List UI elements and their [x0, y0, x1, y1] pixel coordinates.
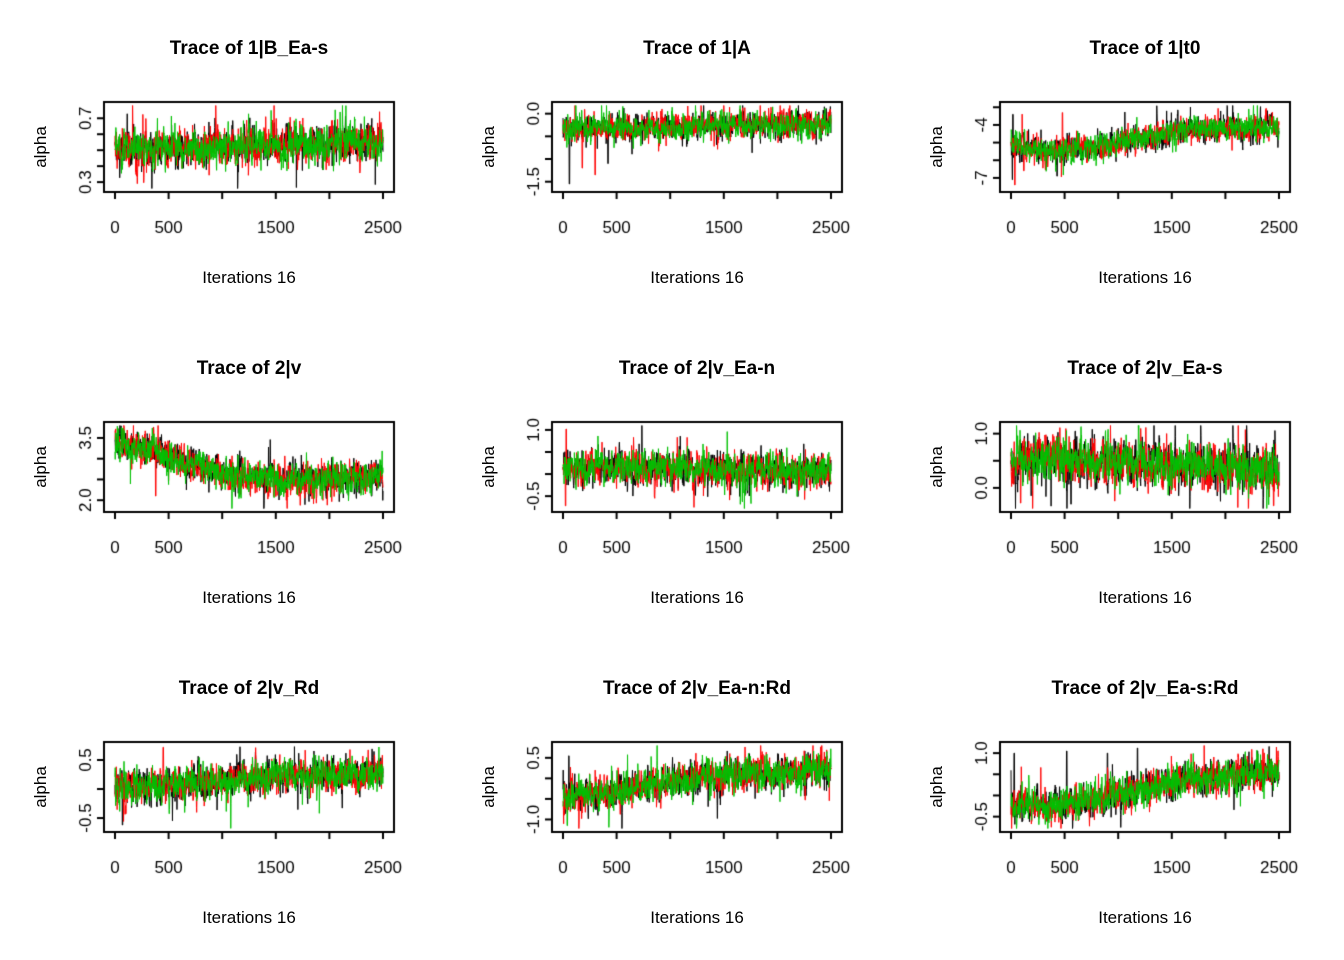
y-axis-label: alpha — [31, 766, 50, 808]
trace-plot-cell-6: Trace of 2|v_Rd alpha Iterations 16 — [0, 640, 448, 960]
y-axis-label: alpha — [927, 766, 946, 808]
trace-canvas — [0, 640, 448, 960]
plot-title: Trace of 1|t0 — [1089, 38, 1201, 59]
y-axis-label: alpha — [31, 126, 50, 168]
plot-title: Trace of 2|v_Rd — [178, 678, 320, 699]
trace-plot-cell-7: Trace of 2|v_Ea-n:Rd alpha Iterations 16 — [448, 640, 896, 960]
plot-title: Trace of 2|v_Ea-n — [618, 358, 776, 379]
y-axis-label: alpha — [927, 446, 946, 488]
trace-plot-cell-1: Trace of 1|A alpha Iterations 16 — [448, 0, 896, 320]
y-axis-label-wrap: alpha — [922, 422, 952, 512]
x-axis-label: Iterations 16 — [650, 268, 744, 287]
trace-canvas — [0, 320, 448, 640]
trace-plot-cell-0: Trace of 1|B_Ea-s alpha Iterations 16 — [0, 0, 448, 320]
trace-canvas — [448, 0, 896, 320]
y-axis-label-wrap: alpha — [474, 422, 504, 512]
x-axis-label: Iterations 16 — [202, 908, 296, 927]
y-axis-label-wrap: alpha — [922, 742, 952, 832]
trace-canvas — [448, 320, 896, 640]
x-axis-label: Iterations 16 — [650, 588, 744, 607]
x-axis-label: Iterations 16 — [650, 908, 744, 927]
y-axis-label-wrap: alpha — [26, 422, 56, 512]
plot-title: Trace of 2|v_Ea-s — [1067, 358, 1223, 379]
y-axis-label: alpha — [927, 126, 946, 168]
trace-plot-cell-8: Trace of 2|v_Ea-s:Rd alpha Iterations 16 — [896, 640, 1344, 960]
y-axis-label-wrap: alpha — [26, 742, 56, 832]
y-axis-label: alpha — [31, 446, 50, 488]
y-axis-label: alpha — [479, 446, 498, 488]
plot-title: Trace of 2|v_Ea-s:Rd — [1051, 678, 1239, 699]
x-axis-label: Iterations 16 — [202, 588, 296, 607]
y-axis-label: alpha — [479, 126, 498, 168]
trace-plot-cell-3: Trace of 2|v alpha Iterations 16 — [0, 320, 448, 640]
trace-canvas — [448, 640, 896, 960]
y-axis-label-wrap: alpha — [474, 742, 504, 832]
trace-plot-cell-2: Trace of 1|t0 alpha Iterations 16 — [896, 0, 1344, 320]
x-axis-label: Iterations 16 — [1098, 908, 1192, 927]
y-axis-label: alpha — [479, 766, 498, 808]
plot-title: Trace of 2|v — [196, 358, 302, 379]
plot-title: Trace of 1|A — [643, 38, 751, 59]
trace-canvas — [896, 640, 1344, 960]
trace-plot-cell-5: Trace of 2|v_Ea-s alpha Iterations 16 — [896, 320, 1344, 640]
plot-title: Trace of 1|B_Ea-s — [169, 38, 329, 59]
x-axis-label: Iterations 16 — [202, 268, 296, 287]
y-axis-label-wrap: alpha — [26, 102, 56, 192]
trace-canvas — [896, 320, 1344, 640]
trace-plot-cell-4: Trace of 2|v_Ea-n alpha Iterations 16 — [448, 320, 896, 640]
y-axis-label-wrap: alpha — [922, 102, 952, 192]
x-axis-label: Iterations 16 — [1098, 588, 1192, 607]
trace-canvas — [896, 0, 1344, 320]
trace-canvas — [0, 0, 448, 320]
plot-title: Trace of 2|v_Ea-n:Rd — [603, 678, 791, 699]
y-axis-label-wrap: alpha — [474, 102, 504, 192]
x-axis-label: Iterations 16 — [1098, 268, 1192, 287]
